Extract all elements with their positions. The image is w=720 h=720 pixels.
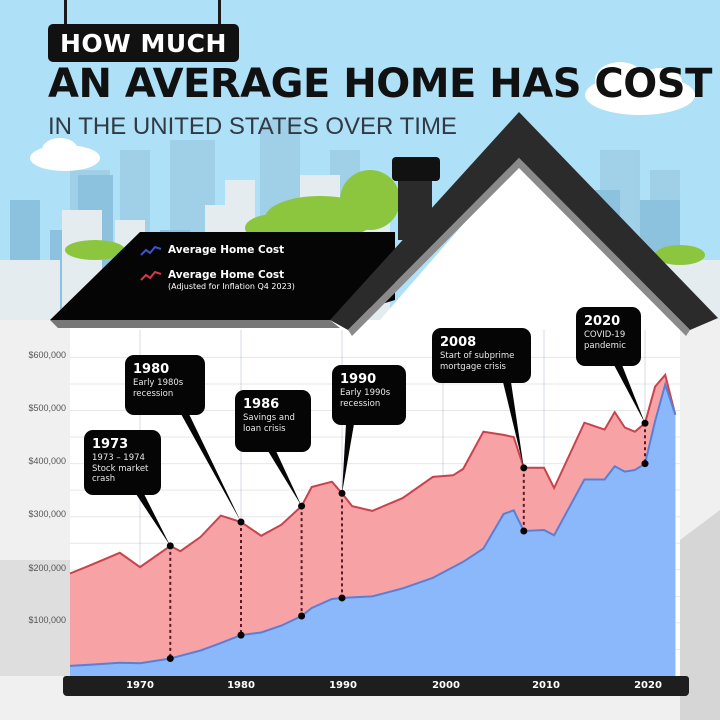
- callout-1990: 1990 Early 1990s recession: [332, 365, 406, 425]
- x-tick-label: 2010: [532, 680, 560, 691]
- callout-1986: 1986 Savings and loan crisis: [235, 390, 311, 452]
- callout-year: 1980: [133, 362, 170, 377]
- callout-2020: 2020 COVID-19 pandemic: [576, 307, 641, 366]
- nominal-area: [70, 384, 676, 676]
- roof: [330, 112, 718, 330]
- callout-desc: recession: [340, 398, 381, 409]
- legend-panel-edge: [50, 320, 340, 328]
- callout-1973: 1973 1973 – 1974 Stock market crash: [84, 430, 161, 495]
- callout-year: 2008: [440, 335, 477, 350]
- callout-desc: 1973 – 1974: [92, 453, 145, 463]
- callout-desc: loan crisis: [243, 423, 286, 434]
- legend-label-group: Average Home Cost (Adjusted for Inflatio…: [168, 269, 295, 292]
- x-tick-label: 1980: [227, 680, 255, 691]
- callout-desc: Start of subprime: [440, 351, 515, 361]
- callout-year: 1986: [243, 397, 280, 412]
- legend-item-nominal: Average Home Cost: [140, 244, 295, 257]
- x-tick-label: 1970: [126, 680, 154, 691]
- callout-year: 2020: [584, 314, 621, 329]
- y-tick-label: $200,000: [28, 563, 66, 573]
- x-tick-label: 2020: [634, 680, 662, 691]
- page-title: AN AVERAGE HOME HAS COST: [48, 61, 712, 107]
- callout-desc: Early 1980s: [133, 378, 184, 388]
- legend-item-adjusted: Average Home Cost (Adjusted for Inflatio…: [140, 269, 295, 292]
- callout-pointers: [136, 365, 649, 662]
- title-tag: HOW MUCH: [48, 24, 239, 62]
- callout-1980: 1980 Early 1980s recession: [125, 355, 205, 415]
- right-shadow: [680, 510, 720, 720]
- legend-label: Average Home Cost: [168, 244, 285, 256]
- legend-panel: [50, 232, 395, 320]
- callout-desc: Stock market: [92, 463, 149, 474]
- inflation-adjusted-line: [69, 372, 677, 575]
- callout-desc: crash: [92, 474, 116, 484]
- clouds: [30, 62, 695, 171]
- x-axis-bar: [63, 676, 689, 696]
- callout-desc: Early 1990s: [340, 388, 391, 398]
- y-tick-label: $600,000: [28, 350, 66, 360]
- hanging-wire-left: [64, 0, 67, 26]
- x-tick-label: 2000: [432, 680, 460, 691]
- callout-desc: mortgage crisis: [440, 361, 506, 372]
- x-tick-label: 1990: [329, 680, 357, 691]
- callout-2008: 2008 Start of subprime mortgage crisis: [432, 328, 531, 383]
- page-subtitle: IN THE UNITED STATES OVER TIME: [48, 113, 457, 140]
- callout-year: 1973: [92, 437, 129, 452]
- legend-sublabel: (Adjusted for Inflation Q4 2023): [168, 282, 295, 291]
- callout-desc: pandemic: [584, 340, 626, 351]
- y-tick-label: $300,000: [28, 509, 66, 519]
- legend-label: Average Home Cost: [168, 269, 285, 281]
- zigzag-line-icon: [140, 245, 162, 256]
- callout-year: 1990: [340, 372, 377, 387]
- side-shadow: [0, 560, 70, 676]
- hanging-wire-right: [218, 0, 221, 26]
- callout-desc: recession: [133, 388, 174, 399]
- chimney-cap: [392, 157, 440, 181]
- callout-desc: COVID-19: [584, 330, 626, 340]
- y-tick-label: $100,000: [28, 615, 66, 625]
- y-tick-label: $400,000: [28, 456, 66, 466]
- callout-desc: Savings and: [243, 413, 295, 423]
- zigzag-line-icon: [140, 270, 162, 281]
- nominal-line: [69, 381, 677, 667]
- y-tick-label: $500,000: [28, 403, 66, 413]
- chart-legend: Average Home Cost Average Home Cost (Adj…: [140, 244, 295, 304]
